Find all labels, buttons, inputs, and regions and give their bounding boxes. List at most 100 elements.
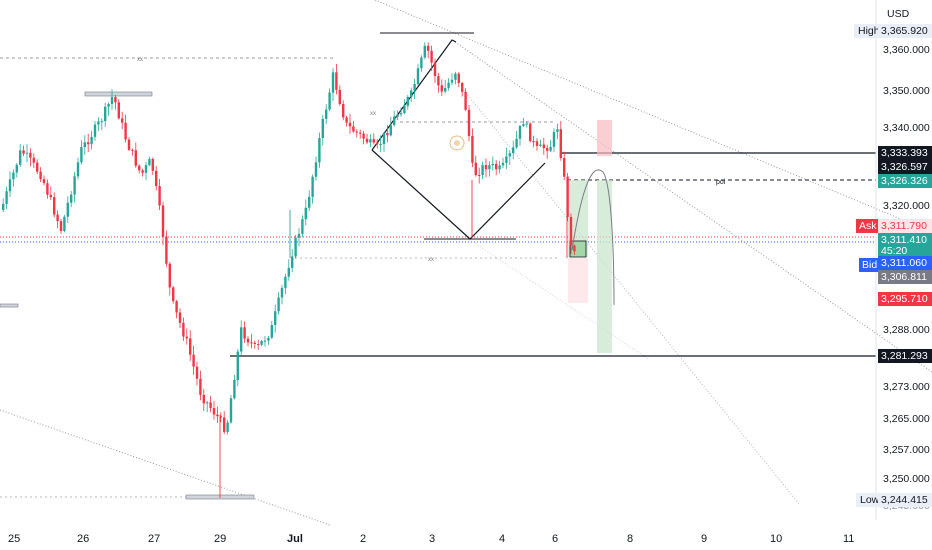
candle-body bbox=[325, 109, 328, 119]
stop-zone-lower[interactable] bbox=[568, 258, 588, 303]
candle-body bbox=[131, 149, 134, 151]
candle-body bbox=[433, 62, 437, 77]
candle-body bbox=[294, 237, 297, 257]
candle-body bbox=[546, 148, 549, 151]
pattern-zigzag[interactable] bbox=[371, 39, 457, 151]
pattern-v[interactable] bbox=[371, 149, 546, 240]
candle-body bbox=[178, 312, 182, 323]
trendline-bottom-left[interactable] bbox=[0, 409, 331, 526]
date-tick: 29 bbox=[214, 533, 227, 545]
candle-body bbox=[297, 233, 301, 238]
candle-body bbox=[464, 91, 467, 110]
high-marker-box-left[interactable] bbox=[84, 91, 153, 97]
candle-body bbox=[457, 73, 460, 83]
price-tag-bottom-level[interactable]: 3,281.293 bbox=[878, 349, 932, 363]
trendline-middle[interactable] bbox=[454, 41, 932, 373]
candle-body bbox=[291, 256, 294, 268]
candle-body bbox=[19, 150, 22, 165]
candle-body bbox=[236, 351, 239, 380]
candle-body bbox=[257, 343, 260, 345]
candle-body bbox=[250, 342, 253, 344]
candle-body bbox=[444, 87, 447, 92]
edge-marker-box[interactable] bbox=[0, 303, 19, 308]
candle-body bbox=[25, 152, 29, 154]
candle-body bbox=[97, 121, 100, 125]
candle-body bbox=[216, 414, 219, 417]
candle-body bbox=[416, 68, 420, 84]
candle-body bbox=[359, 132, 362, 134]
watermark-emblem-icon bbox=[449, 135, 465, 151]
price-tag-level-1[interactable]: 3,333.393 bbox=[878, 146, 932, 160]
candle-body bbox=[280, 287, 284, 298]
candle-body bbox=[461, 82, 464, 92]
candle-body bbox=[413, 83, 416, 91]
xx-label-3: xx bbox=[370, 111, 376, 117]
price-tag-red[interactable]: 3,295.710 bbox=[878, 292, 932, 306]
candle-body bbox=[39, 171, 42, 180]
candle-body bbox=[138, 165, 141, 171]
candle-body bbox=[87, 142, 90, 145]
candle-body bbox=[406, 96, 409, 106]
candle-body bbox=[155, 170, 158, 187]
candle-body bbox=[389, 125, 392, 136]
candle-body bbox=[301, 219, 304, 234]
candle-body bbox=[518, 125, 522, 139]
candle-body bbox=[246, 338, 250, 343]
price-tag-level-2[interactable]: 3,326.597 bbox=[878, 160, 932, 174]
high-value: 3,365.920 bbox=[878, 24, 932, 38]
candle-body bbox=[42, 179, 46, 184]
candle-body bbox=[226, 422, 229, 432]
candle-body bbox=[274, 311, 277, 325]
candle-body bbox=[100, 121, 103, 123]
candle-body bbox=[471, 135, 474, 163]
target-zone-lower[interactable] bbox=[597, 180, 612, 353]
candle-body bbox=[376, 142, 379, 145]
date-tick: 26 bbox=[77, 533, 90, 545]
date-tick: 8 bbox=[627, 533, 634, 545]
price-tag-gray[interactable]: 3,306.811 bbox=[878, 270, 932, 284]
candle-body bbox=[165, 236, 168, 264]
candle-body bbox=[260, 341, 263, 345]
candle-body bbox=[467, 109, 471, 136]
date-tick-month: Jul bbox=[287, 533, 303, 545]
candle-body bbox=[515, 138, 518, 148]
candle-body bbox=[447, 82, 450, 88]
candle-body bbox=[437, 76, 440, 86]
candle-body bbox=[206, 402, 209, 404]
candle-body bbox=[233, 379, 236, 399]
date-tick: 25 bbox=[8, 533, 21, 545]
candle-body bbox=[212, 408, 216, 415]
last-price: 3,311.410 bbox=[878, 233, 932, 247]
candle-body bbox=[263, 340, 267, 342]
currency-label: USD bbox=[887, 8, 910, 20]
trendline-lower-channel[interactable] bbox=[461, 87, 801, 506]
candle-body bbox=[569, 216, 573, 246]
trendline-upper[interactable] bbox=[374, 0, 932, 233]
date-tick: 4 bbox=[499, 533, 506, 545]
watermark-emblem-core-icon bbox=[454, 140, 460, 146]
candle-body bbox=[172, 287, 175, 302]
candle-body bbox=[199, 378, 202, 395]
candle-body bbox=[498, 165, 501, 170]
high-label: High bbox=[854, 24, 884, 38]
candle-body bbox=[12, 172, 15, 180]
candle-body bbox=[556, 129, 559, 132]
stop-zone-upper[interactable] bbox=[597, 120, 612, 156]
candle-body bbox=[549, 146, 552, 151]
candle-body bbox=[240, 327, 243, 352]
candle-body bbox=[15, 164, 18, 173]
candle-body bbox=[355, 131, 358, 133]
candle-body bbox=[321, 118, 324, 138]
price-tick: 3,350.000 bbox=[883, 85, 930, 97]
projection-curve[interactable] bbox=[571, 169, 615, 306]
candle-body bbox=[243, 327, 246, 339]
date-tick: 27 bbox=[148, 533, 161, 545]
price-tag-poi[interactable]: 3,326.326 bbox=[878, 174, 932, 188]
channel-line-2[interactable] bbox=[469, 239, 651, 361]
candle-body bbox=[114, 97, 117, 103]
date-tick: 9 bbox=[701, 533, 708, 545]
candle-body bbox=[481, 165, 484, 176]
candle-body bbox=[450, 79, 454, 83]
candle-body bbox=[454, 73, 457, 80]
